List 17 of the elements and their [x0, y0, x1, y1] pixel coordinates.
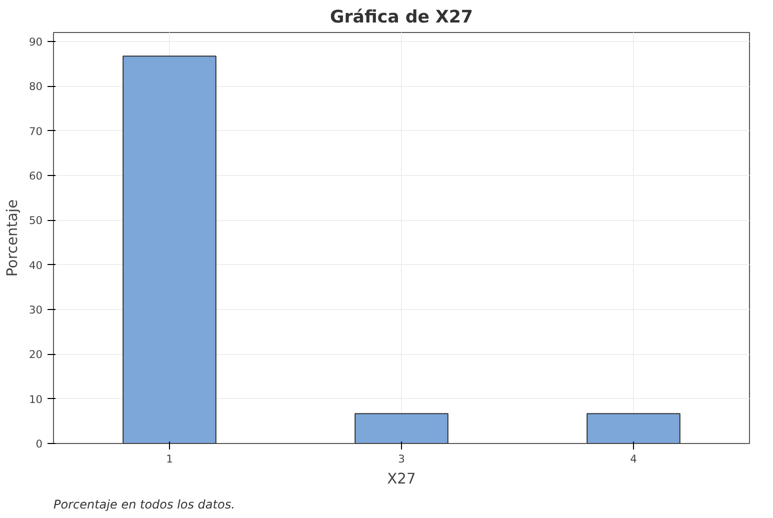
x-tick-label: 4	[630, 452, 638, 466]
y-axis-title: Porcentaje	[4, 199, 21, 277]
y-tick-label: 60	[28, 169, 43, 182]
x-tick-label: 3	[398, 452, 405, 466]
text: Porcentaje en todos los datos.	[54, 498, 235, 512]
y-tick-label: 20	[28, 348, 43, 362]
y-tick-label: 0	[36, 438, 43, 450]
x-axis-title: X27	[387, 470, 416, 488]
y-tick-label: 40	[28, 258, 43, 272]
y-tick-label: 30	[28, 303, 43, 316]
chart-title: Gráfica de X27	[330, 8, 473, 28]
y-tick-label: 80	[28, 80, 43, 94]
y-tick-label: 90	[28, 35, 43, 48]
y-tick-label: 70	[28, 124, 43, 138]
x-tick-label: 1	[166, 452, 173, 466]
y-tick-label: 50	[28, 214, 43, 228]
y-tick-label: 10	[28, 392, 43, 406]
